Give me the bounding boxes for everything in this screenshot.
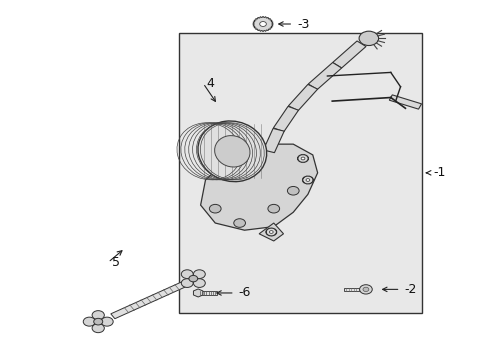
- Circle shape: [359, 285, 371, 294]
- Circle shape: [259, 22, 266, 26]
- Polygon shape: [388, 95, 421, 109]
- Polygon shape: [288, 84, 317, 111]
- Polygon shape: [193, 289, 203, 297]
- Polygon shape: [259, 223, 283, 241]
- Polygon shape: [111, 280, 190, 319]
- Circle shape: [181, 279, 193, 287]
- Circle shape: [101, 317, 113, 326]
- Circle shape: [181, 270, 193, 279]
- Text: 5: 5: [111, 256, 120, 269]
- Polygon shape: [263, 129, 284, 153]
- Circle shape: [269, 231, 273, 233]
- Circle shape: [358, 31, 378, 45]
- Text: 4: 4: [206, 77, 214, 90]
- Polygon shape: [198, 291, 216, 295]
- Circle shape: [92, 311, 104, 320]
- Ellipse shape: [198, 121, 266, 182]
- Circle shape: [305, 179, 309, 181]
- Circle shape: [83, 317, 95, 326]
- Polygon shape: [297, 154, 308, 163]
- Polygon shape: [252, 17, 273, 32]
- Polygon shape: [265, 228, 277, 236]
- Polygon shape: [200, 144, 317, 230]
- Text: -1: -1: [432, 166, 445, 179]
- Ellipse shape: [214, 136, 249, 167]
- Circle shape: [233, 219, 245, 227]
- Circle shape: [94, 318, 102, 325]
- Text: -3: -3: [296, 18, 309, 31]
- Polygon shape: [273, 106, 298, 132]
- Text: -2: -2: [404, 283, 416, 296]
- Circle shape: [287, 186, 299, 195]
- Circle shape: [193, 270, 205, 279]
- Polygon shape: [344, 288, 363, 291]
- Circle shape: [301, 157, 304, 160]
- Circle shape: [188, 275, 197, 282]
- Bar: [178, 33, 422, 313]
- Circle shape: [92, 324, 104, 333]
- Circle shape: [267, 204, 279, 213]
- Circle shape: [362, 287, 368, 292]
- Circle shape: [193, 279, 205, 287]
- Polygon shape: [332, 41, 366, 68]
- Circle shape: [209, 204, 221, 213]
- Polygon shape: [307, 63, 341, 90]
- Polygon shape: [302, 176, 313, 184]
- Text: -6: -6: [238, 287, 250, 300]
